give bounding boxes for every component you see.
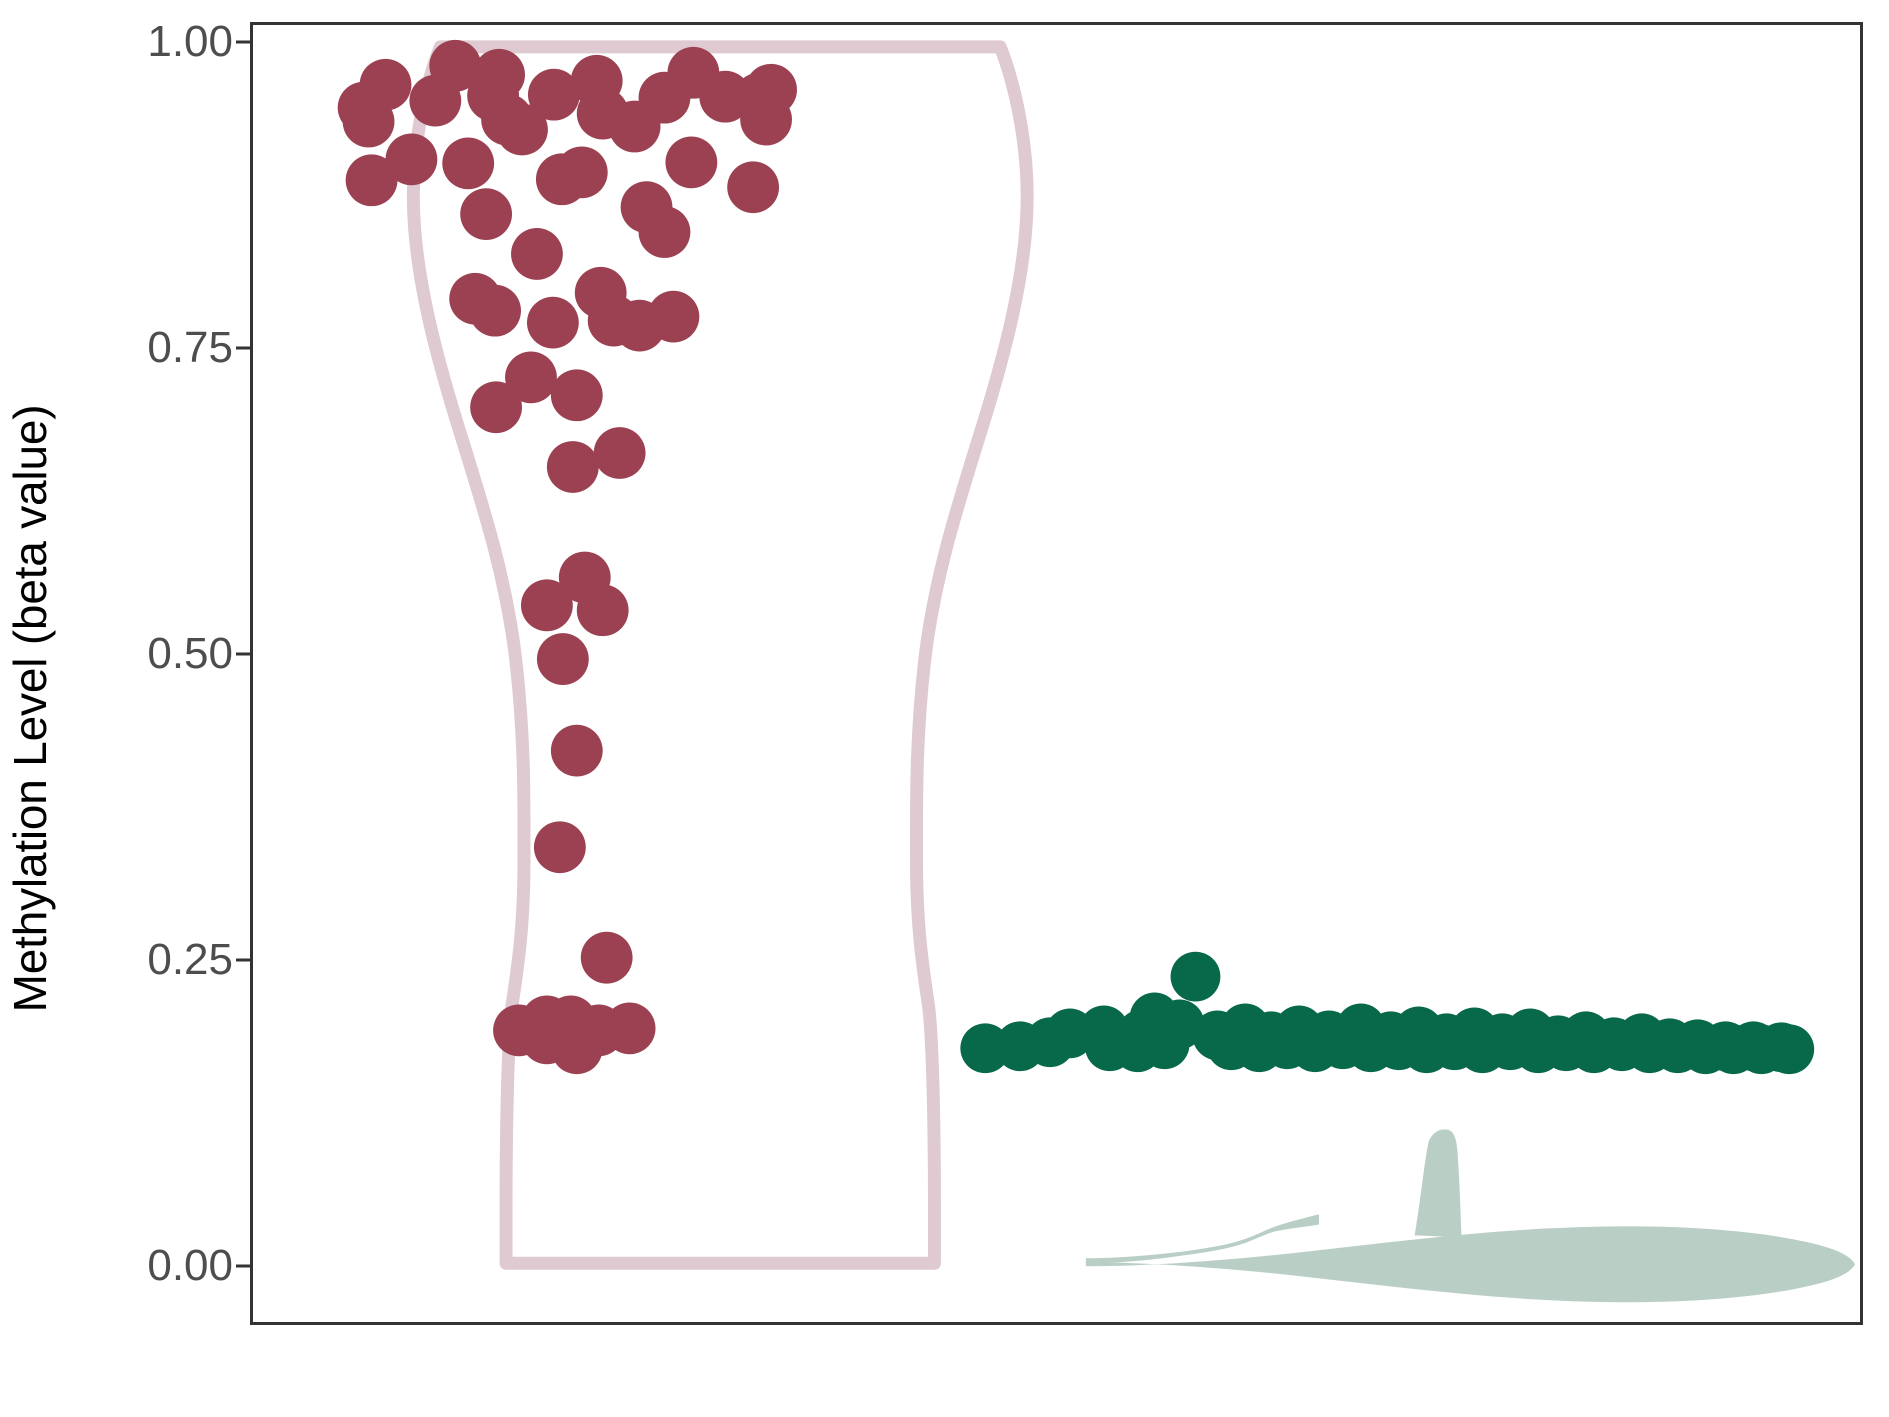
y-axis-title: Methylation Level (beta value) (4, 404, 56, 1013)
data-point (1170, 951, 1221, 1002)
data-point (526, 296, 579, 349)
data-point (469, 284, 521, 337)
data-point (740, 93, 792, 146)
y-tick-mark-1 (236, 958, 250, 962)
data-point (520, 1012, 573, 1065)
data-point (550, 369, 603, 422)
data-points-group-2 (960, 951, 1815, 1075)
data-point (442, 137, 495, 190)
plot-canvas (337, 39, 1856, 1303)
data-point (470, 381, 522, 434)
data-point (520, 579, 573, 632)
violin-body-group-2 (1085, 1226, 1856, 1303)
data-point (1139, 1019, 1190, 1070)
data-point (460, 188, 513, 241)
y-tick-label-4: 1.00 (147, 17, 233, 66)
data-point (960, 1023, 1011, 1074)
data-point (665, 136, 718, 189)
y-tick-mark-4 (236, 40, 250, 44)
violin-bump-group-2 (1414, 1129, 1462, 1238)
y-tick-label-1: 0.25 (147, 935, 233, 984)
data-point (727, 161, 780, 214)
y-tick-label-0: 0.00 (147, 1241, 233, 1290)
data-point (1045, 1008, 1095, 1059)
y-tick-label-3: 0.75 (147, 323, 233, 372)
y-tick-mark-3 (236, 346, 250, 350)
data-point (481, 93, 533, 146)
plot-panel (250, 22, 1863, 1325)
data-point (580, 931, 633, 984)
y-tick-mark-2 (236, 652, 250, 656)
data-point (345, 154, 398, 207)
y-tick-mark-0 (236, 1264, 250, 1268)
data-point (546, 441, 599, 493)
data-point (603, 1002, 656, 1055)
data-point (1764, 1024, 1815, 1075)
data-point (385, 133, 438, 186)
data-point (576, 584, 629, 637)
data-point (511, 228, 563, 280)
violin-shape-group-2 (1085, 1214, 1320, 1264)
data-point (555, 146, 608, 199)
data-point (638, 206, 691, 258)
data-point (342, 95, 395, 148)
data-point (550, 724, 603, 777)
data-point (536, 633, 589, 685)
data-point (613, 299, 666, 352)
data-points-group-1 (337, 39, 797, 1075)
data-point (533, 821, 586, 874)
data-point (608, 100, 661, 153)
data-point (409, 74, 462, 127)
violin-outline-group-1 (406, 40, 1034, 1270)
y-tick-label-2: 0.50 (147, 629, 233, 678)
data-point (505, 351, 557, 404)
data-point (593, 427, 646, 479)
data-point (527, 68, 580, 121)
